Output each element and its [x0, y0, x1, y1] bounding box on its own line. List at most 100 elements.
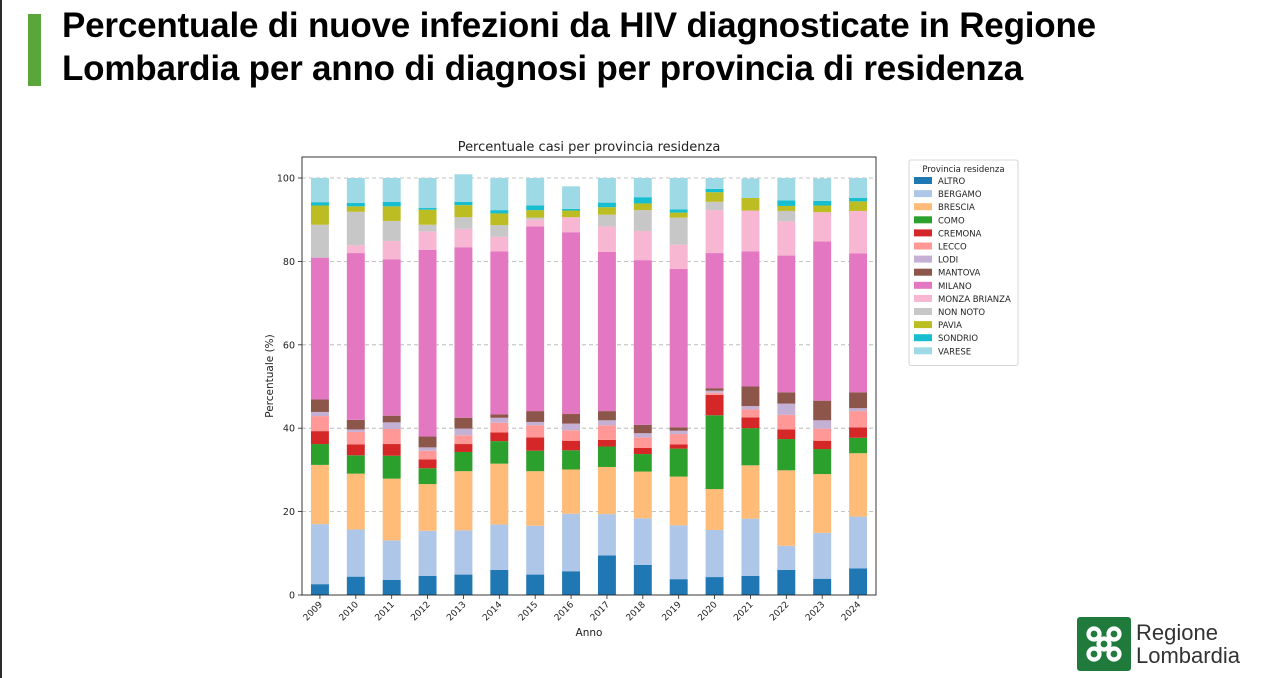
bar-segment — [382, 429, 401, 445]
bar-segment — [382, 415, 401, 423]
bar-segment — [813, 474, 832, 533]
bar-segment — [669, 430, 688, 435]
bar-segment — [418, 224, 437, 232]
bar-segment — [669, 448, 688, 477]
bar-segment — [454, 201, 473, 206]
bar-segment — [741, 210, 760, 252]
bar-segment — [418, 530, 437, 576]
x-tick-label: 2022 — [768, 600, 791, 623]
bar-segment — [813, 178, 832, 201]
bar-segment — [777, 429, 796, 440]
bar-segment — [705, 388, 724, 391]
bar-segment — [633, 178, 652, 198]
bar-segment — [382, 206, 401, 221]
bar-segment — [705, 489, 724, 530]
bar-segment — [346, 206, 365, 212]
bar-segment — [741, 386, 760, 407]
bar-segment — [705, 392, 724, 395]
bar-segment — [526, 205, 545, 211]
bar-segment — [454, 530, 473, 575]
legend-label: MANTOVA — [938, 269, 981, 279]
bar-segment — [741, 251, 760, 387]
bar-segment — [813, 205, 832, 213]
bar-segment — [777, 470, 796, 546]
bar-segment — [597, 555, 616, 595]
bar-segment — [849, 411, 868, 428]
bar-segment — [382, 455, 401, 479]
bar-segment — [813, 532, 832, 579]
bar-segment — [418, 178, 437, 209]
bar-segment — [418, 468, 437, 485]
logo-line-2: Lombardia — [1136, 643, 1240, 668]
bar-segment — [777, 569, 796, 595]
bar-segment — [346, 419, 365, 430]
legend-label: PAVIA — [938, 321, 962, 331]
bar-segment — [526, 421, 545, 426]
bar-segment — [418, 249, 437, 437]
bar-segment — [849, 178, 868, 199]
bar-segment — [418, 208, 437, 210]
bar-segment — [741, 428, 760, 466]
bar-segment — [490, 463, 509, 525]
x-tick-label: 2023 — [804, 600, 827, 623]
bar-segment — [741, 575, 760, 595]
bar-segment — [562, 414, 581, 424]
bar-segment — [490, 225, 509, 237]
bar-segment — [849, 408, 868, 412]
bar-segment — [562, 571, 581, 595]
bar-segment — [382, 259, 401, 416]
bar-segment — [849, 568, 868, 595]
bar-segment — [562, 210, 581, 218]
bar-segment — [310, 444, 329, 465]
bar-segment — [597, 514, 616, 556]
bar-segment — [705, 210, 724, 254]
plot-frame — [301, 156, 877, 596]
legend-swatch — [914, 203, 932, 211]
bar-segment — [813, 428, 832, 441]
x-tick-label: 2018 — [625, 600, 648, 623]
x-tick-label: 2015 — [517, 600, 540, 623]
x-tick-label: 2009 — [302, 600, 325, 623]
bar-segment — [310, 178, 329, 203]
bar-segment — [382, 201, 401, 207]
bar-segment — [813, 241, 832, 401]
bar-segment — [849, 427, 868, 438]
bar-segment — [669, 579, 688, 595]
bar-segment — [490, 524, 509, 570]
bar-segment — [382, 444, 401, 456]
bar-segment — [562, 217, 581, 233]
bar-segment — [490, 178, 509, 211]
bar-segment — [705, 201, 724, 211]
bar-segment — [849, 253, 868, 393]
bar-segment — [310, 399, 329, 412]
bar-segment — [597, 207, 616, 215]
legend-swatch — [914, 177, 932, 184]
bar-segment — [562, 423, 581, 431]
x-tick-label: 2013 — [445, 600, 468, 623]
bar-segment — [669, 268, 688, 428]
bar-segment — [633, 433, 652, 438]
bar-segment — [418, 209, 437, 225]
bar-segment — [562, 186, 581, 209]
bar-segment — [418, 450, 437, 460]
bar-segment — [633, 424, 652, 434]
x-tick-label: 2024 — [840, 600, 863, 623]
bar-segment — [669, 178, 688, 210]
bar-segment — [526, 574, 545, 595]
bar-segment — [597, 411, 616, 421]
bar-segment — [777, 210, 796, 222]
bar-segment — [526, 178, 545, 206]
bar-segment — [310, 224, 329, 258]
logo-wordmark: Regione Lombardia — [1136, 621, 1240, 667]
bar-segment — [418, 447, 437, 451]
bar-segment — [418, 484, 437, 531]
bar-segment — [597, 446, 616, 467]
bar-segment — [633, 518, 652, 565]
legend-label: CREMONA — [938, 229, 982, 239]
legend-swatch — [914, 216, 932, 224]
bar-segment — [777, 200, 796, 206]
x-tick-label: 2011 — [374, 600, 397, 623]
x-tick-label: 2010 — [338, 600, 361, 623]
bar-segment — [633, 197, 652, 204]
